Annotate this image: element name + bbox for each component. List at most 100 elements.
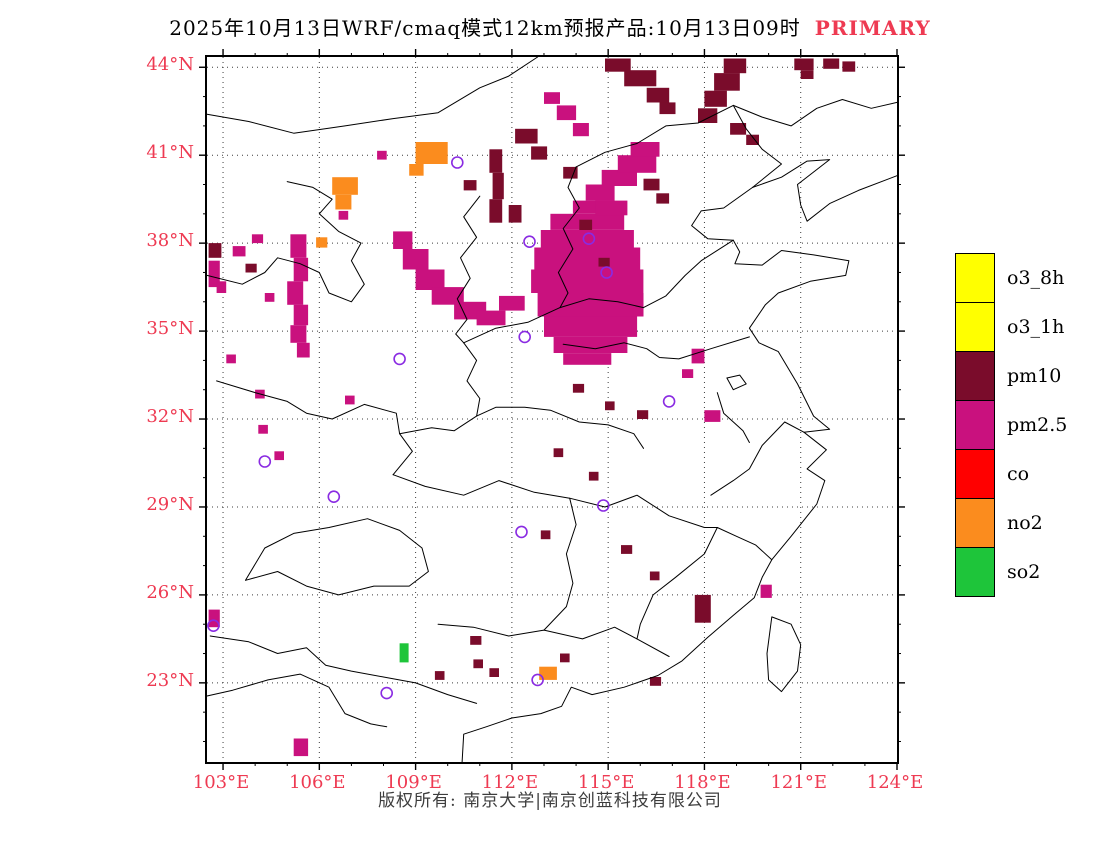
legend-item-pm10: pm10: [955, 351, 1067, 401]
boundary-mongolia-border: [206, 56, 539, 134]
cell-pm2.5: [556, 105, 577, 121]
cell-pm10: [656, 193, 670, 204]
boundary-vietnam-border: [206, 673, 388, 728]
cell-pm2.5: [630, 142, 660, 157]
page-title: 2025年10月13日WRF/cmaq模式12km预报产品:10月13日09时 P…: [0, 12, 1100, 41]
boundary-henan-west: [463, 342, 481, 417]
boundary-yangtze-mid: [392, 474, 718, 528]
cell-pm2.5: [338, 210, 349, 220]
city-marker-icon: [600, 266, 613, 279]
cell-pm2.5: [402, 249, 429, 270]
cell-pm2.5: [264, 293, 275, 302]
cell-pm10: [704, 90, 727, 107]
legend-label-so2: so2: [1007, 561, 1041, 583]
lat-label-29: 29°N: [146, 493, 194, 515]
city-marker-icon: [207, 619, 220, 633]
boundary-shanxi-hebei: [557, 166, 580, 309]
cell-pm2.5: [682, 369, 694, 378]
legend-label-o3_1h: o3_1h: [1007, 316, 1065, 338]
city-marker-icon: [596, 499, 610, 512]
cell-pm10: [646, 87, 670, 103]
legend-item-co: co: [955, 449, 1067, 499]
lon-label-112: 112°E: [481, 772, 539, 793]
legend-swatch-o3_8h: [955, 253, 995, 303]
lat-label-35: 35°N: [146, 318, 194, 340]
lat-label-32: 32°N: [146, 406, 194, 428]
cell-pm2.5: [540, 230, 634, 248]
cell-pm10: [563, 166, 578, 179]
cell-pm10: [553, 448, 564, 458]
cell-pm10: [714, 73, 740, 91]
cell-pm10: [649, 571, 660, 581]
legend-label-o3_8h: o3_8h: [1007, 267, 1065, 289]
cell-pm10: [730, 123, 747, 135]
map-area: [199, 49, 905, 770]
lat-label-41: 41°N: [146, 142, 194, 164]
cell-pm2.5: [544, 92, 560, 104]
legend-swatch-pm10: [955, 351, 995, 401]
cell-no2: [316, 237, 328, 248]
lon-label-106: 106°E: [289, 772, 346, 793]
cell-pm2.5: [377, 150, 387, 160]
lon-label-118: 118°E: [674, 772, 731, 793]
boundary-zhejiang-fujian: [716, 527, 773, 561]
cell-pm2.5: [293, 304, 309, 326]
boundary-henan-north: [463, 298, 644, 344]
legend-label-pm2.5: pm2.5: [1007, 414, 1068, 436]
city-marker-icon: [393, 352, 406, 366]
cell-pm2.5: [208, 609, 220, 628]
cell-pm10: [508, 205, 522, 223]
cell-pm10: [823, 58, 840, 69]
cell-pm2.5: [534, 247, 641, 270]
cell-pm2.5: [553, 336, 628, 353]
lat-label-38: 38°N: [146, 230, 194, 252]
cell-pm2.5: [232, 246, 246, 257]
boundary-sichuan-east: [392, 433, 413, 476]
city-marker-icon: [327, 490, 341, 504]
lon-label-121: 121°E: [770, 772, 827, 793]
legend-item-o3_1h: o3_1h: [955, 302, 1067, 352]
city-markers: [207, 156, 676, 700]
cell-pm10: [560, 653, 570, 663]
forecast-map: [199, 49, 905, 770]
cell-pm2.5: [531, 269, 644, 293]
cell-pm2.5: [345, 395, 355, 405]
cell-pm2.5: [393, 231, 413, 249]
city-marker-icon: [258, 455, 272, 468]
boundary-ningxia-gansu: [206, 181, 365, 303]
cell-pm10: [659, 102, 676, 115]
cell-no2: [415, 142, 448, 164]
boundary-yellow-river: [455, 195, 481, 344]
legend: o3_8h o3_1h pm10 pm2.5 co no2 so2: [955, 253, 1067, 597]
city-marker-icon: [451, 156, 464, 169]
cell-pm10: [489, 668, 499, 677]
cell-pm2.5: [293, 257, 309, 282]
lon-label-115: 115°E: [577, 772, 635, 793]
legend-swatch-co: [955, 449, 995, 499]
cell-pm2.5: [617, 155, 657, 173]
legend-item-pm2.5: pm2.5: [955, 400, 1067, 450]
cell-pm2.5: [431, 287, 464, 305]
cell-pm2.5: [537, 293, 644, 317]
cell-pm2.5: [760, 584, 772, 598]
cell-pm2.5: [572, 123, 589, 137]
cell-pm10: [723, 58, 747, 74]
cell-pm10: [515, 128, 538, 144]
city-marker-icon: [515, 525, 528, 539]
cell-pm10: [698, 108, 718, 123]
cell-pm10: [637, 410, 649, 419]
cell-pm2.5: [208, 260, 220, 288]
cell-pm10: [605, 58, 631, 72]
cell-pm2.5: [258, 424, 268, 434]
boundary-hunan-jiangxi: [543, 497, 577, 631]
legend-item-no2: no2: [955, 498, 1067, 548]
lon-label-103: 103°E: [192, 772, 250, 793]
cell-pm10: [649, 677, 662, 686]
graticule: [207, 57, 897, 762]
cell-so2: [399, 643, 409, 663]
cell-pm2.5: [691, 348, 705, 364]
cell-pm10: [473, 659, 483, 669]
cell-no2: [409, 164, 424, 176]
cell-pm2.5: [226, 354, 236, 364]
legend-label-co: co: [1007, 463, 1030, 485]
